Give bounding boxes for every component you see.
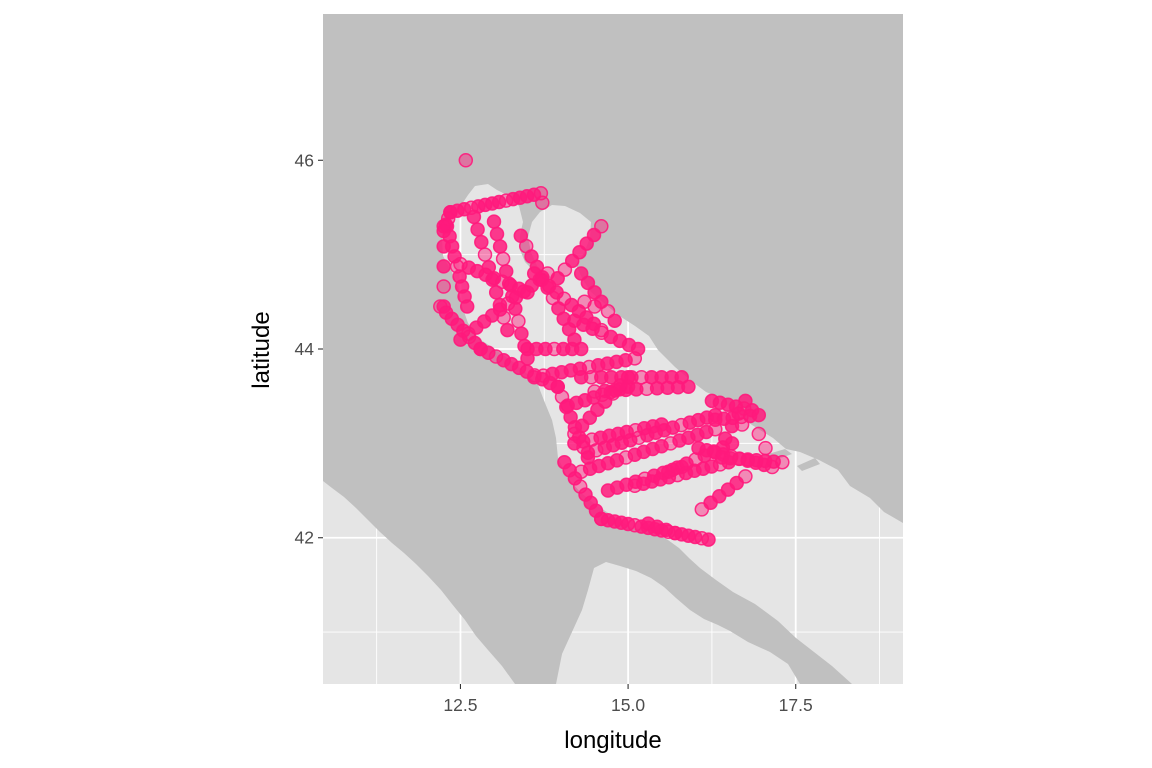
data-point [627,351,643,366]
croatian-island-2 [616,280,630,295]
data-point [500,322,515,338]
data-point [458,153,474,168]
data-point [731,406,746,421]
data-point [738,469,753,484]
data-point [477,247,493,262]
data-point [775,454,790,470]
data-point [486,214,502,229]
data-point [573,370,589,385]
data-point [514,326,529,341]
data-point [738,393,753,409]
croatian-island-3 [628,297,644,309]
map-panel [323,14,903,684]
data-point [620,370,636,385]
data-point [665,420,681,435]
data-point [607,313,622,328]
data-point [701,532,716,547]
y-tick-label: 46 [295,150,314,170]
italian-coast-islet [372,490,383,500]
data-point [436,239,451,254]
data-point [436,279,451,294]
croatian-island-1 [600,247,614,262]
data-point [550,270,565,286]
x-tick-label: 12.5 [443,695,477,715]
data-point [511,313,526,329]
x-axis-title: longitude [564,727,661,754]
data-point [718,431,733,446]
data-point [704,459,719,474]
data-point [681,379,696,394]
data-point [474,234,489,250]
data-point [459,299,475,314]
x-tick-label: 17.5 [779,695,813,715]
data-point [751,407,767,423]
data-point [481,345,496,361]
data-point [436,299,451,314]
y-tick-label: 44 [295,339,315,359]
data-point [629,382,644,397]
data-point [495,251,511,267]
data-point [470,222,485,237]
data-point [573,341,589,357]
data-point [486,270,502,286]
italian-coast-island [551,648,562,658]
italy-balkans-landmass [323,14,903,684]
y-axis: 42 44 46 [295,150,323,548]
x-tick-label: 15.0 [611,695,645,715]
data-point [436,259,451,274]
data-point [535,195,550,210]
data-point [436,219,451,234]
data-point [751,426,767,442]
observation-points [433,153,790,547]
data-point [580,445,596,461]
data-point [734,417,750,432]
data-point [640,516,656,531]
y-axis-title: latitude [248,311,275,388]
data-point [587,299,602,314]
data-point [466,209,482,225]
data-point [492,239,508,254]
croatian-island-5 [797,458,820,471]
data-point [758,440,773,456]
x-axis: 12.5 15.0 17.5 [443,684,813,715]
data-point [489,226,505,242]
y-tick-label: 42 [295,528,314,548]
data-point [623,432,638,448]
